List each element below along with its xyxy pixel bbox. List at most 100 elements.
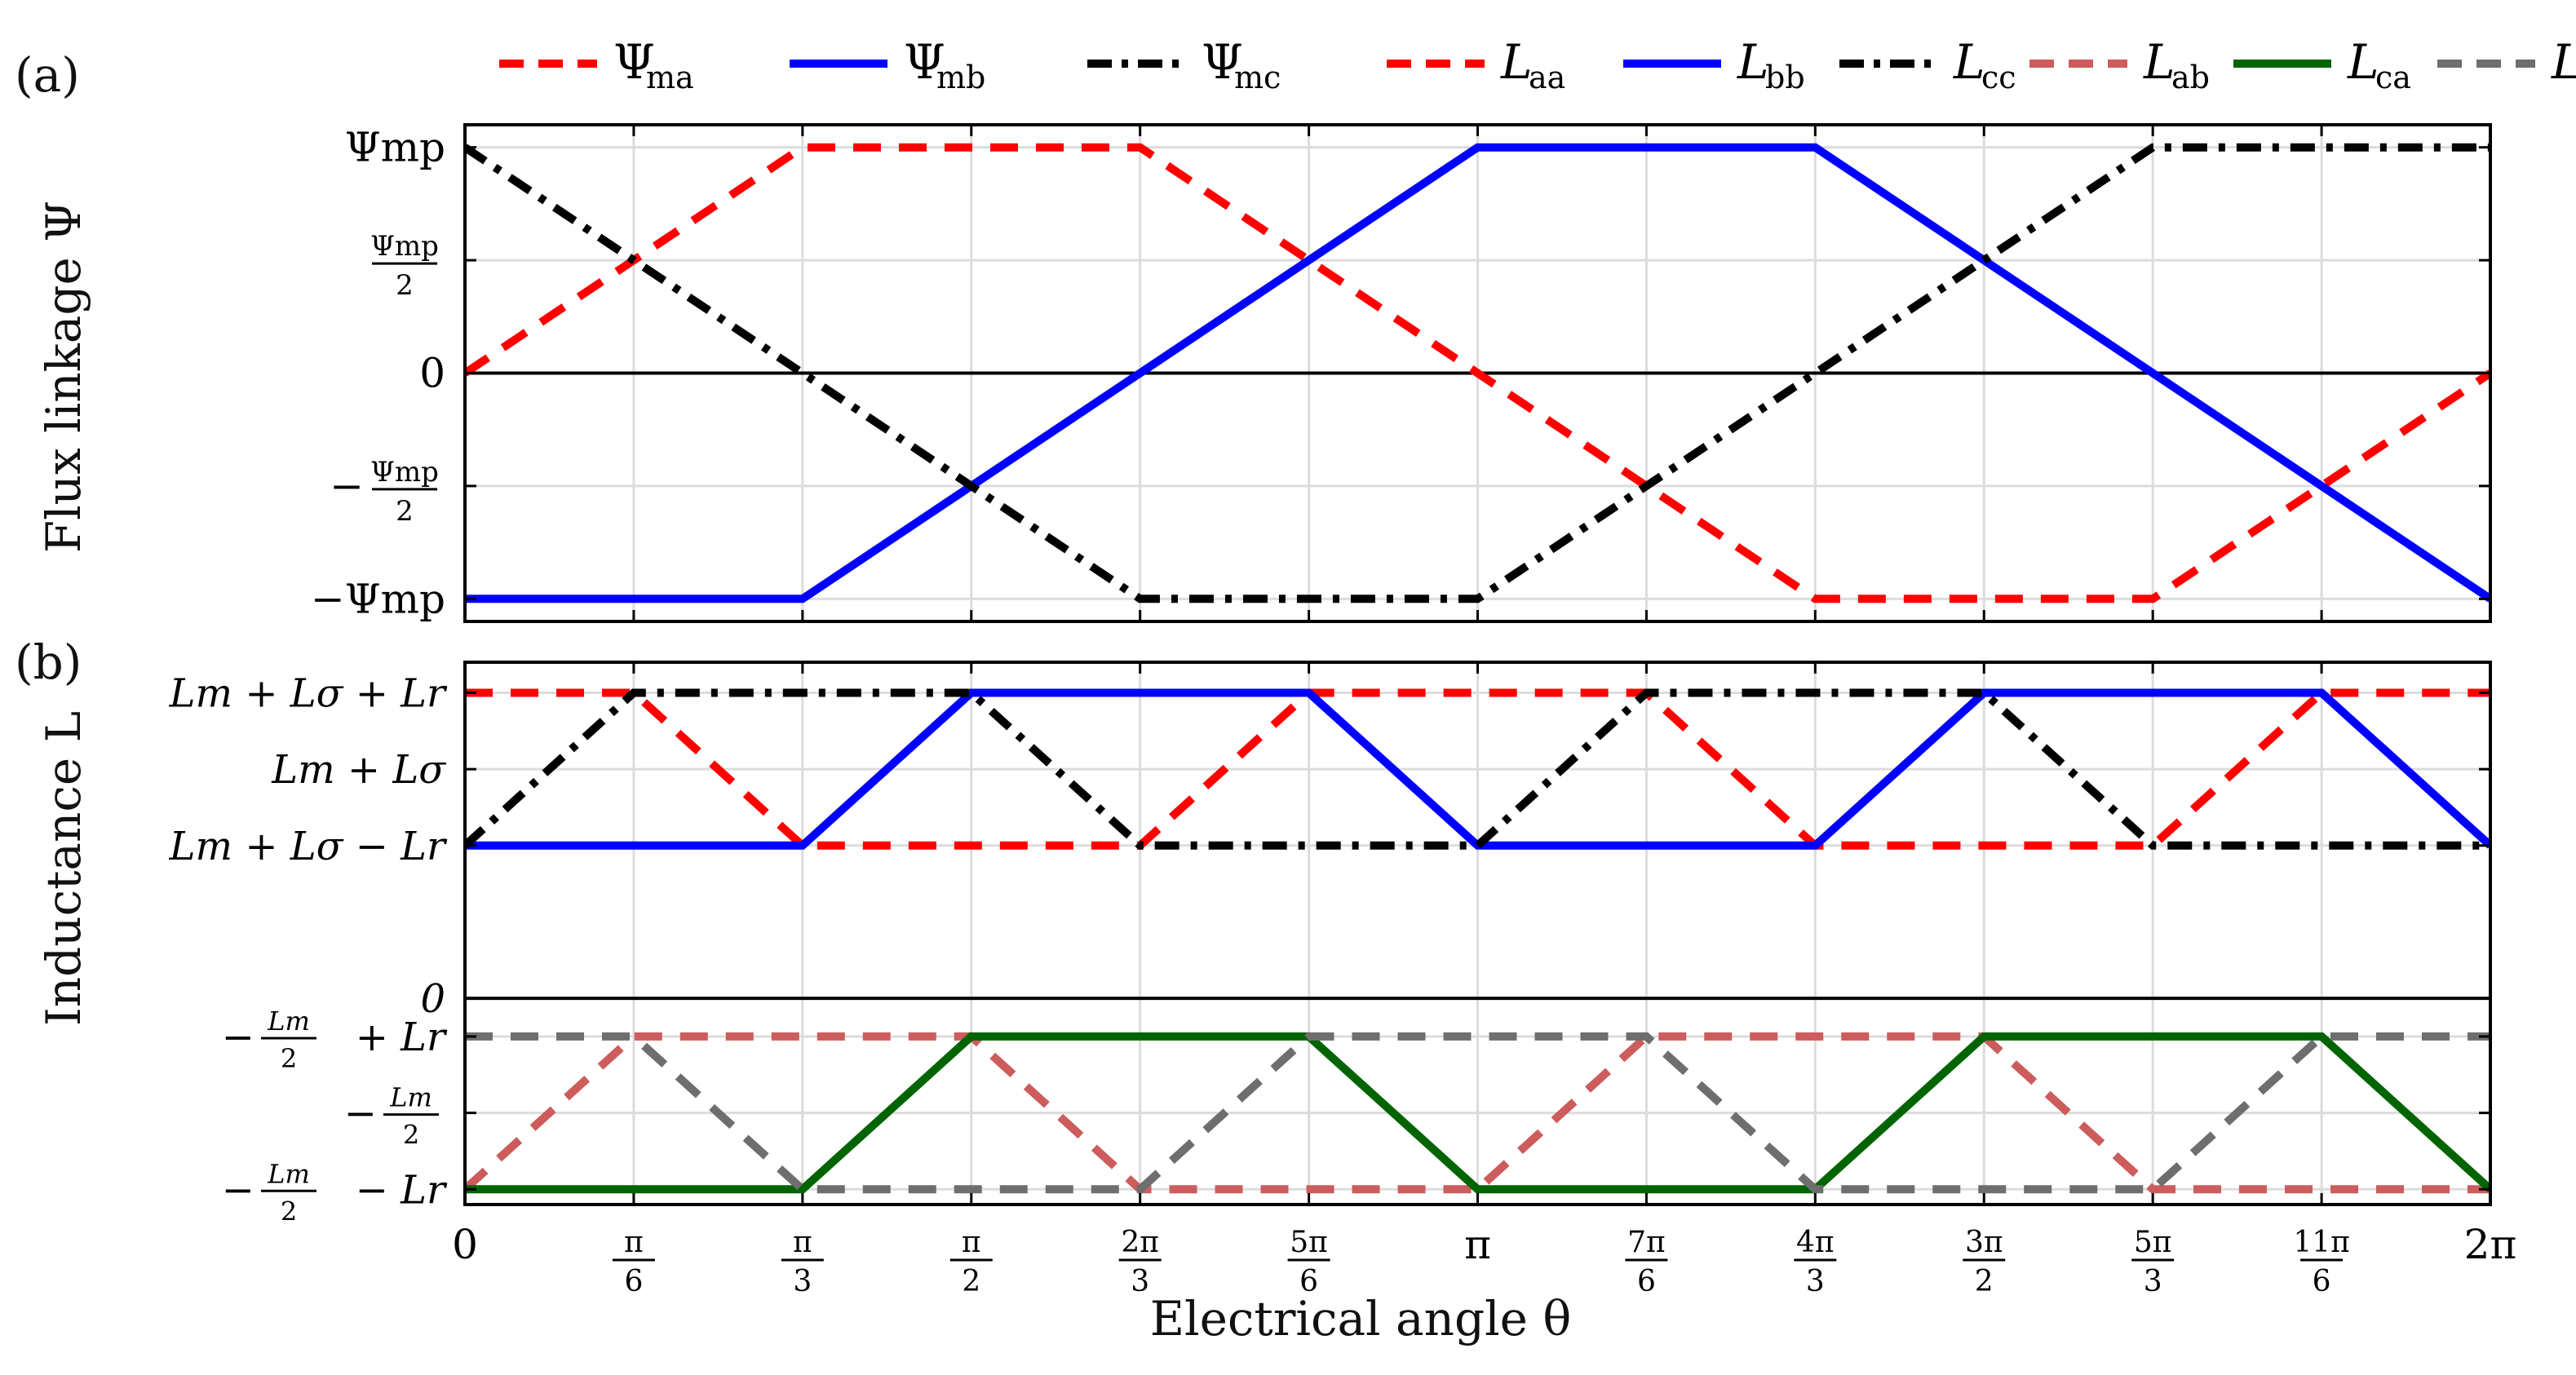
svg-text:Lm: Lm (389, 1082, 432, 1113)
legend-label: L (1500, 34, 1533, 90)
svg-text:6: 6 (2313, 1265, 2331, 1298)
x-tick-label: π3 (781, 1226, 824, 1298)
y-tick-label: + Lr Lm 2− (222, 1006, 448, 1074)
series-line-Lcc (465, 688, 2490, 850)
x-tick-label: 5π3 (2131, 1226, 2175, 1298)
svg-text:−: − (344, 1091, 377, 1137)
legend: ΨmaΨmbΨmcLaaLbbLccLabLcaLbc (499, 34, 2576, 95)
series-line-Lbc (465, 1032, 2490, 1194)
y-tick-label: −Ψmp (311, 575, 445, 622)
y-tick-label: Ψmp (345, 124, 445, 171)
y-tick-label: Lm + Lσ + Lr (169, 670, 448, 716)
y-tick-label: Lm + Lσ − Lr (169, 824, 448, 869)
series-line-Ψmb (465, 143, 2490, 603)
svg-text:2: 2 (281, 1196, 297, 1227)
svg-text:Lm: Lm (267, 1158, 310, 1189)
y-tick-label: 0 (419, 350, 445, 397)
svg-text:π: π (962, 1226, 981, 1259)
panel-a-label: (a) (15, 47, 80, 103)
legend-subscript: ma (646, 60, 694, 95)
svg-text:4π: 4π (1796, 1226, 1835, 1259)
legend-label: L (1953, 34, 1985, 90)
x-tick-label: 7π6 (1625, 1226, 1668, 1298)
x-tick-label: 5π6 (1287, 1226, 1330, 1298)
y-tick-label: 0 (420, 976, 445, 1022)
legend-label: L (2551, 34, 2576, 90)
x-tick-label: π2 (949, 1226, 993, 1298)
legend-subscript: mb (936, 60, 985, 95)
svg-text:2: 2 (281, 1043, 297, 1074)
x-tick-label: 3π2 (1963, 1226, 2006, 1298)
legend-subscript: cc (1981, 60, 2016, 95)
svg-text:11π: 11π (2293, 1226, 2349, 1259)
x-tick-label: π6 (612, 1226, 655, 1298)
svg-text:3: 3 (793, 1265, 812, 1298)
svg-text:3: 3 (1806, 1265, 1825, 1298)
panel-b-label: (b) (15, 634, 82, 690)
svg-text:+ Lr: + Lr (356, 1015, 448, 1060)
legend-entry-Ψmc: Ψmc (1087, 34, 1281, 95)
x-tick-label: π (1464, 1221, 1491, 1268)
series-line-Ψma (465, 143, 2490, 603)
svg-text:2π: 2π (2464, 1221, 2517, 1268)
legend-label: Ψ (613, 34, 655, 90)
series-line-Lbb (465, 688, 2490, 850)
svg-text:3: 3 (2144, 1265, 2162, 1298)
legend-entry-Ψma: Ψma (499, 34, 694, 95)
svg-text:5π: 5π (2134, 1226, 2172, 1259)
legend-label: L (2347, 34, 2379, 90)
x-tick-label: 2π (2464, 1221, 2517, 1268)
legend-entry-Ψmb: Ψmb (790, 34, 985, 95)
y-tick-label: Lm 2− (344, 1082, 439, 1151)
y-axis-label-b: Inductance L (36, 711, 91, 1026)
svg-text:2: 2 (403, 1120, 419, 1151)
svg-text:3π: 3π (1965, 1226, 2003, 1259)
svg-text:2: 2 (396, 269, 414, 302)
legend-entry-Lbb: Lbb (1623, 34, 1805, 95)
x-tick-label: 4π3 (1794, 1226, 1837, 1298)
svg-text:6: 6 (624, 1265, 643, 1298)
svg-text:−: − (330, 462, 364, 510)
svg-text:−: − (222, 1015, 255, 1060)
legend-label: Ψ (1202, 34, 1243, 90)
legend-entry-Lcc: Lcc (1839, 34, 2016, 95)
svg-text:Ψmp: Ψmp (370, 230, 439, 263)
legend-entry-Laa: Laa (1387, 34, 1565, 95)
legend-entry-Lca: Lca (2233, 34, 2411, 95)
series-line-Lca (465, 1032, 2490, 1194)
y-tick-label: Lm + Lσ (271, 747, 446, 793)
x-axis-label: Electrical angle θ (1150, 1291, 1572, 1346)
legend-subscript: ca (2375, 60, 2411, 95)
svg-text:6: 6 (1299, 1265, 1318, 1298)
svg-text:−: − (222, 1167, 255, 1213)
y-axis-label-a: Flux linkage Ψ (36, 201, 91, 553)
x-tick-label: 0 (452, 1221, 478, 1268)
svg-text:2: 2 (1975, 1265, 1994, 1298)
legend-subscript: bb (1765, 60, 1805, 95)
series-line-Laa (465, 688, 2490, 850)
svg-text:π: π (793, 1226, 812, 1259)
legend-subscript: aa (1529, 60, 1565, 95)
svg-text:6: 6 (1637, 1265, 1656, 1298)
svg-text:− Lr: − Lr (356, 1167, 448, 1213)
svg-text:π: π (1464, 1221, 1491, 1268)
legend-entry-Lab: Lab (2029, 34, 2210, 95)
x-tick-label: 2π3 (1118, 1226, 1162, 1298)
svg-text:2: 2 (396, 495, 414, 528)
legend-label: L (2143, 34, 2175, 90)
legend-label: Ψ (904, 34, 945, 90)
svg-text:5π: 5π (1290, 1226, 1328, 1259)
legend-label: L (1737, 34, 1769, 90)
series-line-Lab (465, 1032, 2490, 1194)
legend-subscript: mc (1234, 60, 1281, 95)
svg-text:π: π (624, 1226, 644, 1259)
series-line-Ψmc (465, 143, 2490, 603)
svg-text:2π: 2π (1121, 1226, 1159, 1259)
svg-text:Ψmp: Ψmp (370, 456, 439, 489)
y-tick-label: − Ψmp 2 (330, 456, 439, 528)
y-tick-label: Ψmp 2 (370, 230, 439, 302)
